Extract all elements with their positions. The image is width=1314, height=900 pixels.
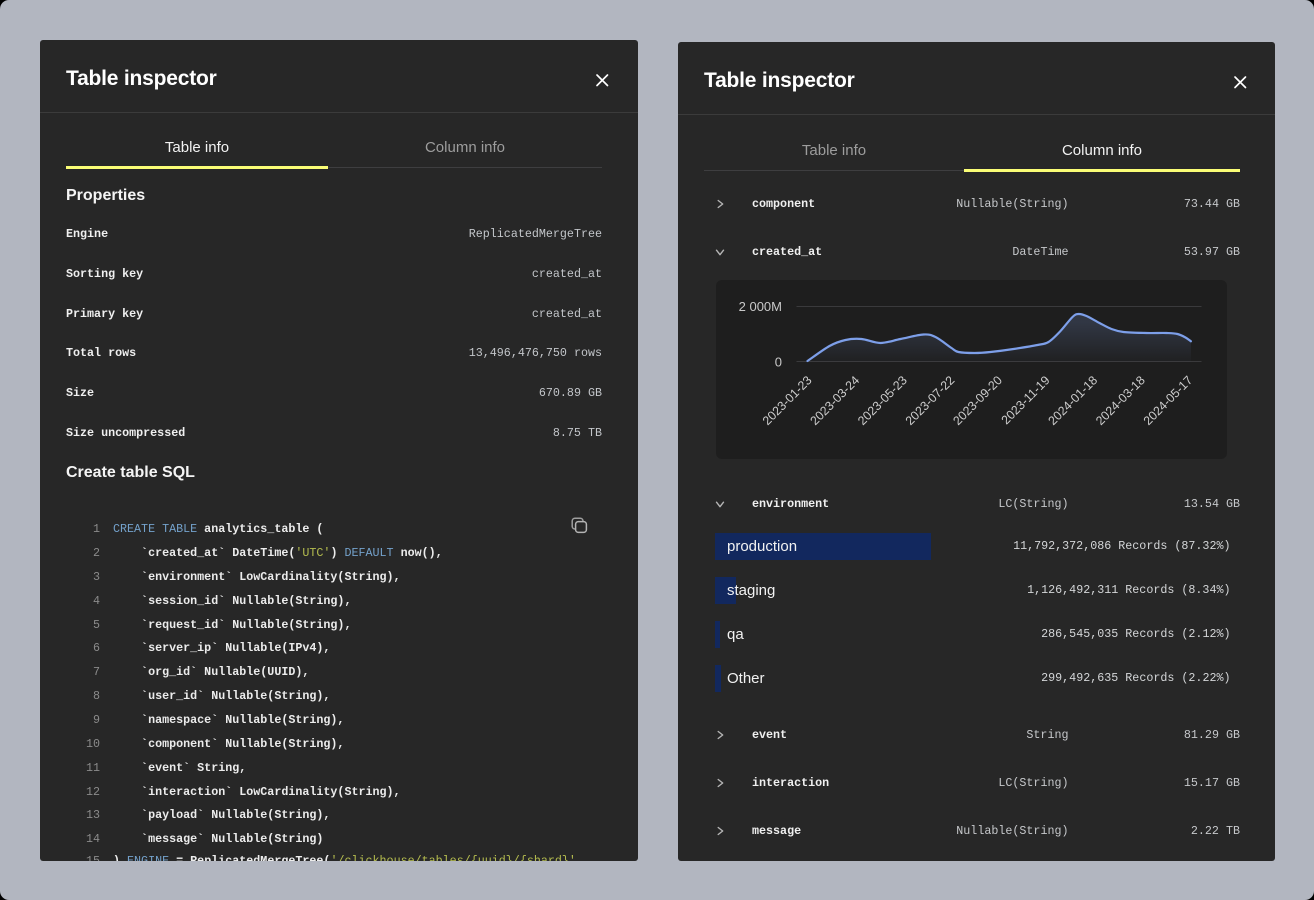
svg-text:2023-01-23: 2023-01-23 [759,373,814,428]
svg-text:2023-09-20: 2023-09-20 [950,373,1005,428]
svg-text:2023-03-24: 2023-03-24 [807,373,862,428]
svg-text:2024-01-18: 2024-01-18 [1045,373,1100,428]
svg-text:2023-05-23: 2023-05-23 [855,373,910,428]
svg-text:2023-11-19: 2023-11-19 [998,373,1052,427]
svg-text:0: 0 [774,355,781,370]
svg-text:2 000M: 2 000M [738,299,781,314]
svg-text:2024-03-18: 2024-03-18 [1093,373,1148,428]
svg-text:2023-07-22: 2023-07-22 [902,373,957,428]
svg-text:2024-05-17: 2024-05-17 [1140,373,1195,428]
